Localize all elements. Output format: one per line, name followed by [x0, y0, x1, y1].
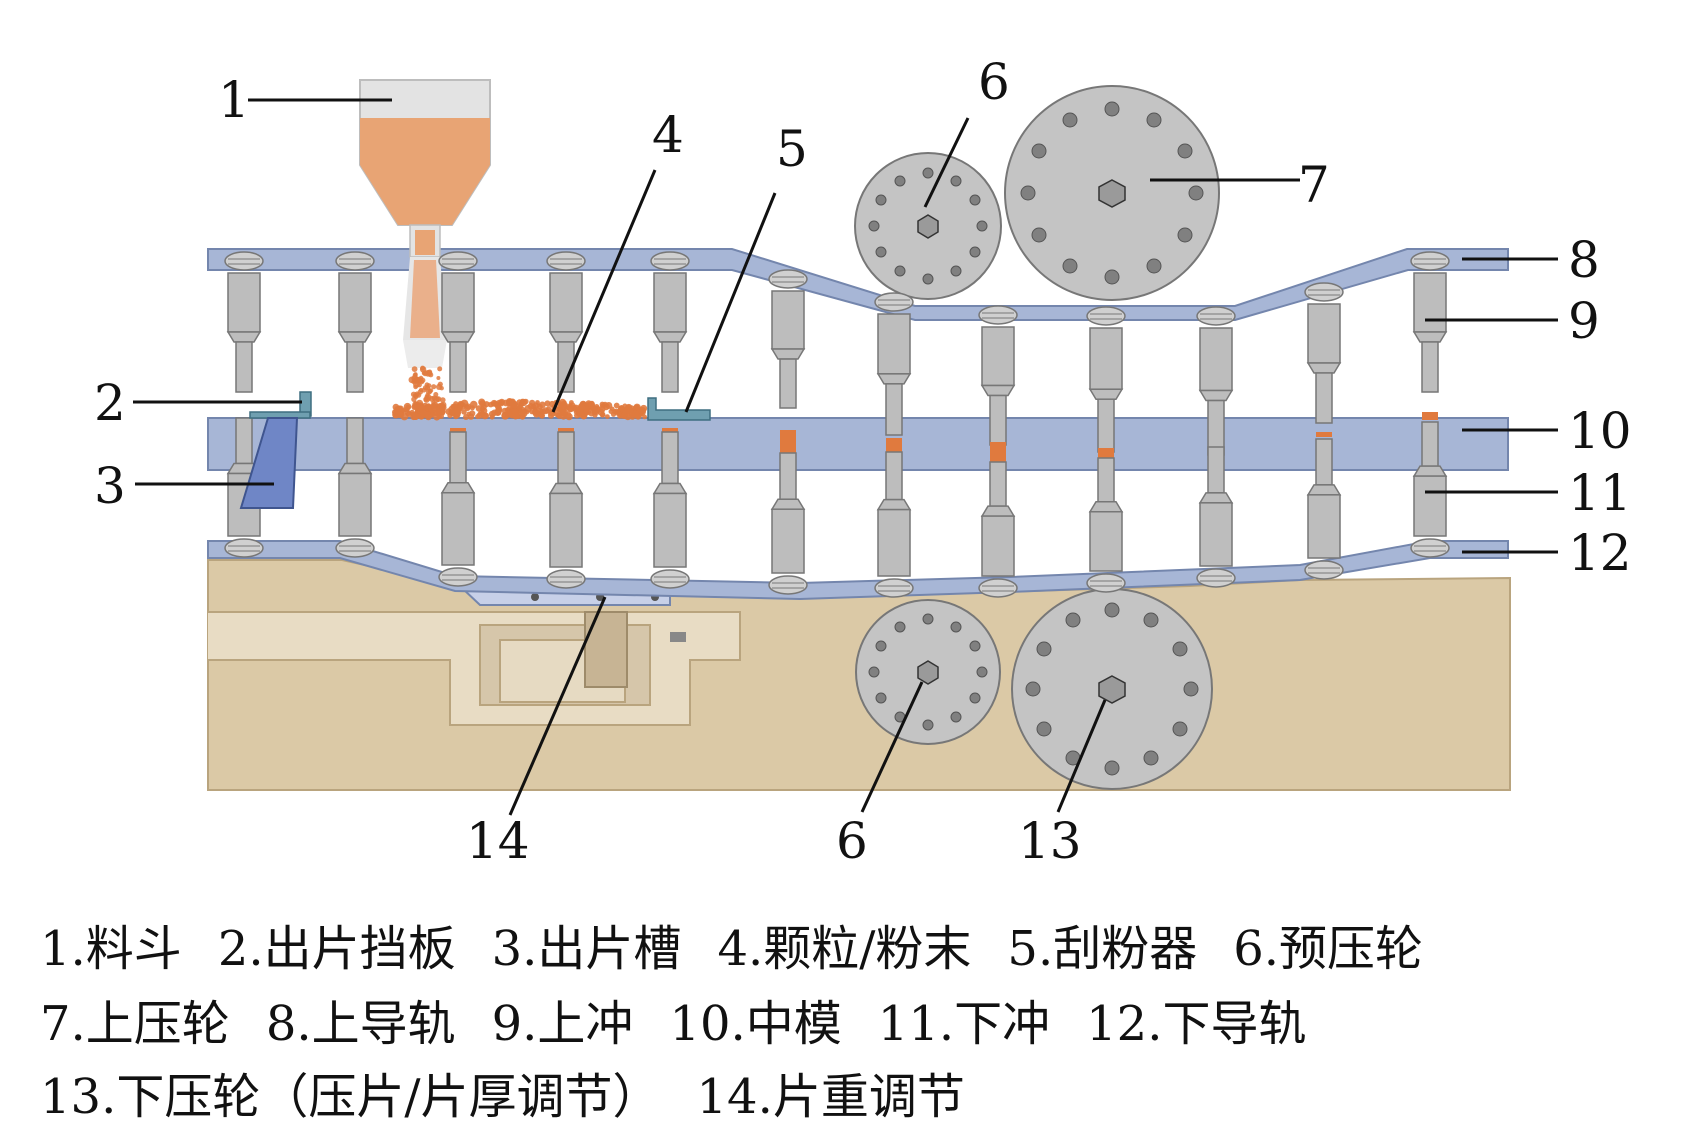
label-6-top: 6: [978, 53, 1010, 111]
label-1: 1: [218, 71, 250, 129]
label-2: 2: [94, 374, 126, 432]
legend-item-14: 14.片重调节: [696, 1069, 965, 1125]
label-10: 10: [1568, 402, 1632, 460]
legend-item-7: 7.上压轮: [40, 996, 230, 1052]
label-5: 5: [776, 120, 808, 178]
punch-station-11: [1304, 282, 1344, 580]
legend-item-8: 8.上导轨: [265, 996, 456, 1052]
legend-item-11: 11.下冲: [877, 996, 1051, 1052]
punch-station-10: [1196, 306, 1236, 588]
label-6-bottom: 6: [836, 812, 868, 870]
diagram-canvas: 1 4 5 6 7 8 9 2 10 3 11 12 14 6 13: [94, 53, 1632, 870]
punch-station-7: [874, 292, 914, 598]
pre-compression-wheel-top: [854, 152, 1002, 300]
label-12: 12: [1568, 524, 1632, 582]
label-3: 3: [94, 457, 126, 515]
label-4: 4: [652, 106, 684, 164]
legend-item-4: 4.颗粒/粉末: [717, 921, 972, 977]
punch-station-1: [224, 251, 264, 558]
legend-item-3: 3.出片槽: [491, 921, 682, 977]
punch-station-3: [438, 251, 478, 587]
legend-item-5: 5.刮粉器: [1007, 921, 1198, 977]
ejection-baffle: [249, 391, 312, 419]
punch-station-9: [1086, 306, 1126, 593]
legend-item-13: 13.下压轮（压片/片厚调节）: [40, 1069, 661, 1125]
legend-row-2: 7.上压轮 8.上导轨 9.上冲 10.中模 11.下冲 12.下导轨: [40, 1000, 1306, 1048]
punch-station-5: [650, 251, 690, 589]
label-14: 14: [466, 812, 530, 870]
punch-station-6: [768, 269, 808, 595]
punch-station-2: [335, 251, 375, 558]
punch-station-4: [546, 251, 586, 589]
falling-granules: [408, 365, 447, 416]
punches: [224, 251, 1450, 598]
label-8: 8: [1568, 231, 1600, 289]
legend-item-9: 9.上冲: [491, 996, 634, 1052]
label-9: 9: [1568, 292, 1600, 350]
legend-item-1: 1.料斗: [40, 921, 182, 977]
pre-compression-wheel-bottom: [855, 599, 1001, 745]
legend-row-1: 1.料斗 2.出片挡板 3.出片槽 4.颗粒/粉末 5.刮粉器 6.预压轮: [40, 925, 1423, 973]
middle-die: [207, 417, 1509, 471]
label-11: 11: [1568, 464, 1632, 522]
legend-row-3: 13.下压轮（压片/片厚调节） 14.片重调节: [40, 1073, 965, 1121]
punch-station-12: [1410, 251, 1450, 558]
label-7: 7: [1298, 156, 1330, 214]
leader-lines: [133, 98, 1558, 816]
granule-pile: [392, 398, 648, 421]
punch-station-8: [978, 305, 1018, 598]
legend-item-6: 6.预压轮: [1233, 921, 1424, 977]
legend-item-10: 10.中模: [669, 996, 842, 1052]
lower-compression-wheel: [1011, 588, 1213, 790]
legend-item-12: 12.下导轨: [1086, 996, 1307, 1052]
label-13: 13: [1018, 812, 1082, 870]
upper-compression-wheel: [1004, 85, 1220, 301]
powder-scraper: [647, 397, 711, 421]
upper-rail: [207, 248, 1509, 321]
legend-item-2: 2.出片挡板: [217, 921, 456, 977]
